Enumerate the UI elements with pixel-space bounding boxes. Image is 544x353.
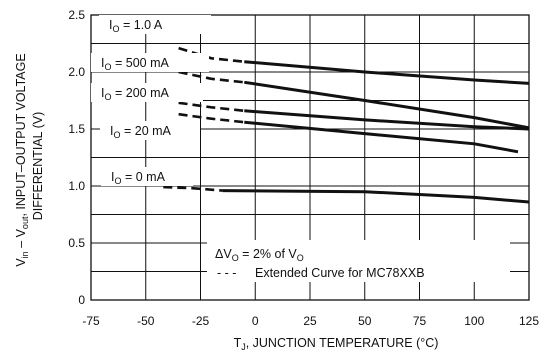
y-tick-label: 0 <box>78 293 85 307</box>
legend-dash-sample: - - - <box>217 266 236 280</box>
legend-extended-curve: Extended Curve for MC78XXB <box>255 266 425 280</box>
x-tick-labels: -75 -50 -25 0 25 50 75 100 125 <box>82 314 539 328</box>
y-tick-label: 2.5 <box>68 8 85 22</box>
annotation-background <box>207 240 510 282</box>
series-label-background <box>99 15 211 34</box>
series-line-extended <box>163 185 223 192</box>
y-tick-label: 0.5 <box>68 236 85 250</box>
x-tick-label: 25 <box>303 314 317 328</box>
x-tick-label: 50 <box>358 314 372 328</box>
x-tick-label: 0 <box>252 314 259 328</box>
series-line <box>244 109 530 131</box>
x-axis-title: TJ, JUNCTION TEMPERATURE (°C) <box>234 336 439 352</box>
x-tick-label: 75 <box>413 314 427 328</box>
x-tick-label: -50 <box>137 314 155 328</box>
series-line-extended <box>178 70 245 84</box>
series-line <box>222 189 530 204</box>
x-tick-label: 100 <box>464 314 484 328</box>
series-line <box>244 120 519 154</box>
series-line-extended <box>178 101 245 113</box>
series-line <box>244 60 530 85</box>
x-tick-label: 125 <box>519 314 539 328</box>
series-line-extended <box>178 46 245 63</box>
series-label-background <box>91 53 209 72</box>
series-label-background <box>91 83 203 102</box>
y-axis-title-line2: DIFFERENTIAL (V) <box>31 112 45 221</box>
series-line-extended <box>178 112 245 124</box>
series-label: IO = 500 mA <box>101 56 169 72</box>
series-line <box>244 80 530 130</box>
y-axis-title-line1: Vin – Vout, INPUT–OUTPUT VOLTAGE <box>14 53 30 266</box>
y-tick-labels: 0 0.5 1.0 1.5 2.0 2.5 <box>68 8 85 307</box>
x-tick-label: -75 <box>82 314 100 328</box>
series-label: IO = 1.0 A <box>109 18 163 34</box>
series-labels: IO = 1.0 A IO = 500 mA IO = 200 mA IO = 20 … <box>91 15 211 186</box>
series-label-background <box>101 167 193 186</box>
delta-annotation: ΔVO = 2% of VO <box>215 247 304 263</box>
series-lines <box>163 46 530 204</box>
series-label: IO = 20 mA <box>110 124 172 140</box>
x-tick-label: -25 <box>192 314 210 328</box>
series-label: IO = 0 mA <box>111 170 166 186</box>
series-label: IO = 200 mA <box>101 86 169 102</box>
y-tick-label: 1.0 <box>68 179 85 193</box>
y-tick-label: 2.0 <box>68 65 85 79</box>
y-tick-label: 1.5 <box>68 122 85 136</box>
series-label-background <box>100 121 200 140</box>
